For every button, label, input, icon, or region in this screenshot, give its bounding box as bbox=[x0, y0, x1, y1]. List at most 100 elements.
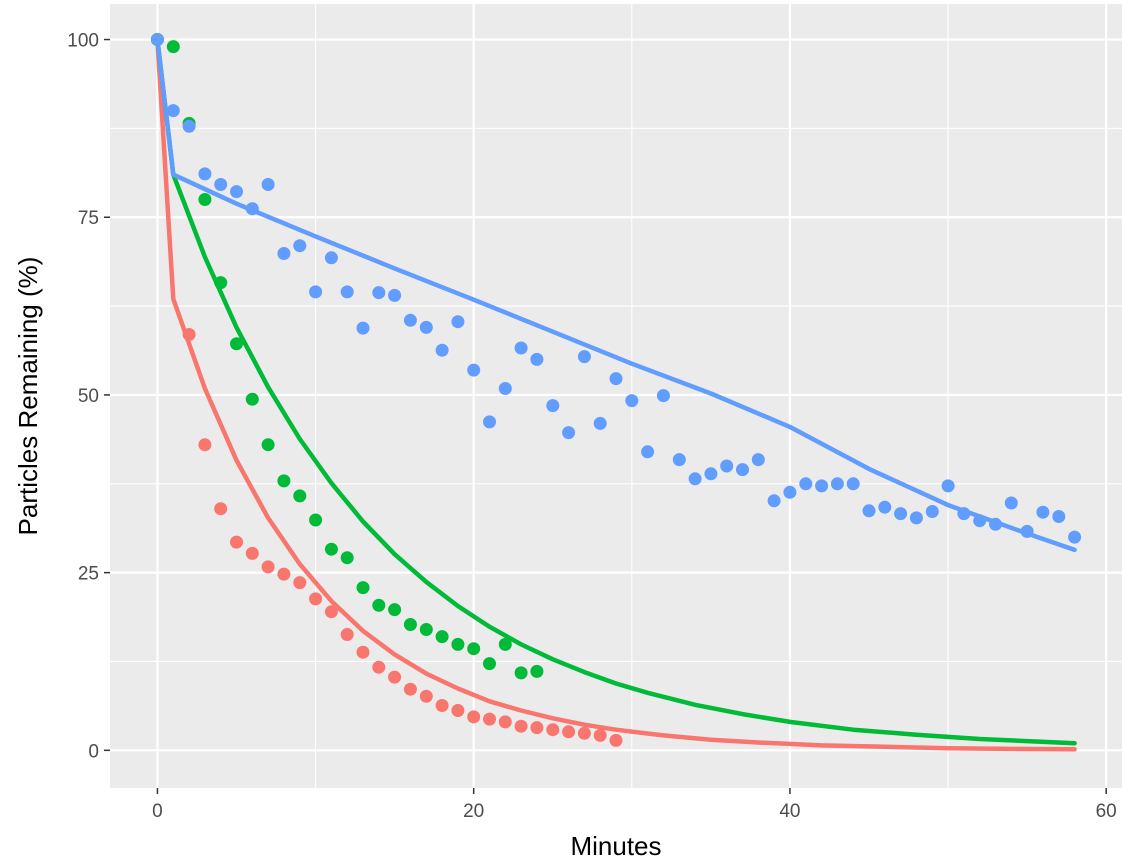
data-point-series-3 bbox=[467, 363, 481, 377]
fit-line-series-1 bbox=[155, 37, 1077, 752]
data-point-series-3 bbox=[672, 453, 686, 467]
data-point-series-1 bbox=[577, 726, 591, 740]
data-point-series-1 bbox=[372, 660, 386, 674]
data-point-series-2 bbox=[388, 603, 402, 617]
data-point-series-3 bbox=[641, 445, 655, 459]
data-point-series-3 bbox=[277, 247, 291, 260]
data-point-series-3 bbox=[751, 453, 765, 467]
data-point-series-3 bbox=[1004, 496, 1018, 510]
data-point-series-3 bbox=[815, 479, 829, 493]
data-point-series-3 bbox=[356, 321, 370, 335]
data-point-series-3 bbox=[293, 239, 307, 253]
data-point-series-1 bbox=[419, 689, 433, 703]
y-axis-ticks: 0 25 50 75 100 bbox=[67, 31, 110, 762]
data-point-series-3 bbox=[1020, 524, 1034, 538]
x-tick-label: 60 bbox=[1096, 801, 1117, 822]
data-point-series-3 bbox=[989, 517, 1002, 531]
data-point-series-3 bbox=[656, 389, 670, 403]
data-point-series-3 bbox=[230, 185, 243, 199]
data-point-series-3 bbox=[783, 485, 797, 499]
data-point-series-1 bbox=[546, 723, 560, 737]
data-point-series-3 bbox=[324, 251, 338, 265]
data-point-series-3 bbox=[688, 472, 702, 486]
data-point-series-1 bbox=[198, 438, 212, 452]
data-point-series-3 bbox=[894, 507, 908, 521]
data-point-series-3 bbox=[483, 415, 496, 429]
data-point-series-3 bbox=[309, 285, 323, 299]
data-point-series-3 bbox=[435, 343, 449, 357]
data-point-series-3 bbox=[577, 350, 591, 364]
data-point-series-3 bbox=[957, 507, 971, 521]
data-point-series-3 bbox=[403, 313, 417, 327]
data-point-series-1 bbox=[340, 628, 354, 641]
data-point-series-1 bbox=[593, 728, 607, 742]
data-point-series-3 bbox=[562, 426, 576, 440]
data-point-series-3 bbox=[166, 104, 180, 118]
data-point-series-3 bbox=[720, 459, 734, 473]
data-point-series-2 bbox=[293, 489, 307, 503]
y-tick-label: 75 bbox=[78, 208, 99, 229]
y-axis-title: Particles Remaining (%) bbox=[13, 257, 43, 536]
data-point-series-3 bbox=[830, 477, 844, 491]
data-point-series-1 bbox=[530, 721, 544, 735]
data-point-series-3 bbox=[530, 352, 544, 366]
data-point-series-2 bbox=[435, 630, 449, 644]
data-point-series-3 bbox=[419, 320, 433, 334]
data-point-series-1 bbox=[609, 733, 623, 747]
data-point-series-2 bbox=[166, 40, 180, 54]
major-gridlines bbox=[110, 4, 1122, 788]
data-point-series-3 bbox=[846, 477, 860, 491]
y-tick-label: 100 bbox=[67, 31, 99, 52]
data-point-series-1 bbox=[245, 546, 259, 560]
x-tick-label: 20 bbox=[463, 801, 484, 822]
data-point-series-3 bbox=[909, 511, 923, 525]
data-point-series-3 bbox=[451, 315, 465, 329]
data-point-series-3 bbox=[498, 382, 512, 395]
x-tick-label: 40 bbox=[779, 801, 800, 822]
data-point-series-2 bbox=[483, 657, 496, 671]
data-point-series-1 bbox=[514, 719, 528, 733]
data-point-series-3 bbox=[625, 394, 639, 408]
data-point-series-1 bbox=[435, 699, 449, 712]
data-point-series-3 bbox=[767, 494, 781, 508]
data-point-series-3 bbox=[340, 285, 354, 299]
data-point-series-3 bbox=[198, 167, 212, 181]
data-point-series-1 bbox=[324, 605, 338, 619]
data-point-series-3 bbox=[261, 178, 275, 191]
data-point-series-3 bbox=[878, 500, 892, 514]
data-point-series-3 bbox=[1068, 530, 1082, 544]
data-point-series-2 bbox=[403, 618, 417, 631]
data-point-series-2 bbox=[356, 581, 370, 595]
data-point-series-3 bbox=[593, 416, 607, 430]
data-point-series-2 bbox=[230, 337, 243, 351]
data-point-series-1 bbox=[562, 725, 576, 739]
data-point-series-2 bbox=[277, 474, 291, 488]
data-point-series-1 bbox=[483, 712, 496, 726]
fit-line-series-2 bbox=[155, 37, 1077, 746]
data-point-series-3 bbox=[182, 119, 196, 133]
x-axis-title: Minutes bbox=[570, 831, 661, 861]
y-tick-label: 0 bbox=[88, 741, 99, 762]
data-point-series-3 bbox=[704, 467, 718, 481]
data-point-series-2 bbox=[198, 193, 212, 206]
data-point-series-1 bbox=[182, 328, 196, 341]
data-point-series-2 bbox=[451, 637, 465, 651]
data-point-series-2 bbox=[214, 276, 228, 290]
data-point-series-2 bbox=[514, 666, 528, 680]
data-point-series-2 bbox=[372, 598, 386, 612]
data-point-series-1 bbox=[356, 645, 370, 659]
x-tick-label: 0 bbox=[152, 801, 163, 822]
data-point-series-3 bbox=[609, 372, 623, 386]
data-point-series-1 bbox=[403, 682, 417, 696]
data-point-series-1 bbox=[467, 710, 481, 724]
data-point-series-1 bbox=[261, 560, 275, 574]
data-point-series-2 bbox=[309, 513, 323, 527]
data-point-series-3 bbox=[862, 504, 876, 518]
y-tick-label: 50 bbox=[78, 386, 99, 407]
data-point-series-3 bbox=[1052, 510, 1066, 523]
data-point-series-2 bbox=[340, 551, 354, 565]
data-point-series-3 bbox=[1036, 505, 1050, 519]
data-point-series-2 bbox=[530, 664, 544, 678]
data-points bbox=[150, 33, 1082, 747]
